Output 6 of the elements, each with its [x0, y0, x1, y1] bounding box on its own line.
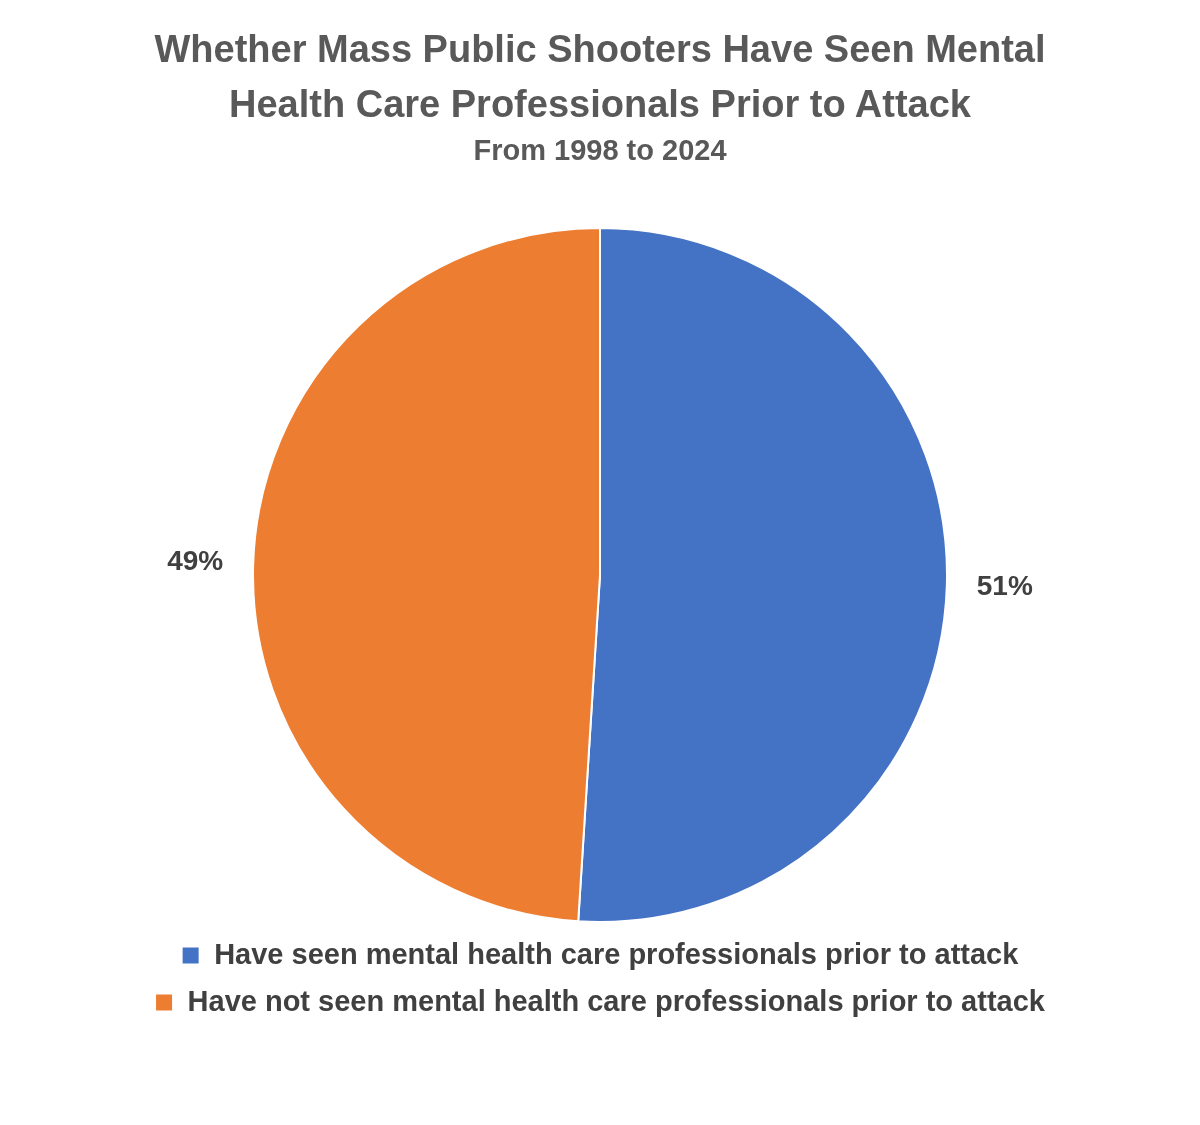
- chart-subtitle: From 1998 to 2024: [472, 134, 728, 167]
- data-label: 51%: [976, 570, 1033, 602]
- legend-label: Have not seen mental health care professionals prior to attack: [187, 984, 1046, 1017]
- legend-label: Have seen mental health care professionals prior to attack: [214, 937, 1020, 970]
- data-label: 49%: [167, 545, 224, 576]
- chart-title: Whether Mass Public Shooters Have Seen Mental Health Care Professionals Prior to Attack: [153, 27, 1047, 127]
